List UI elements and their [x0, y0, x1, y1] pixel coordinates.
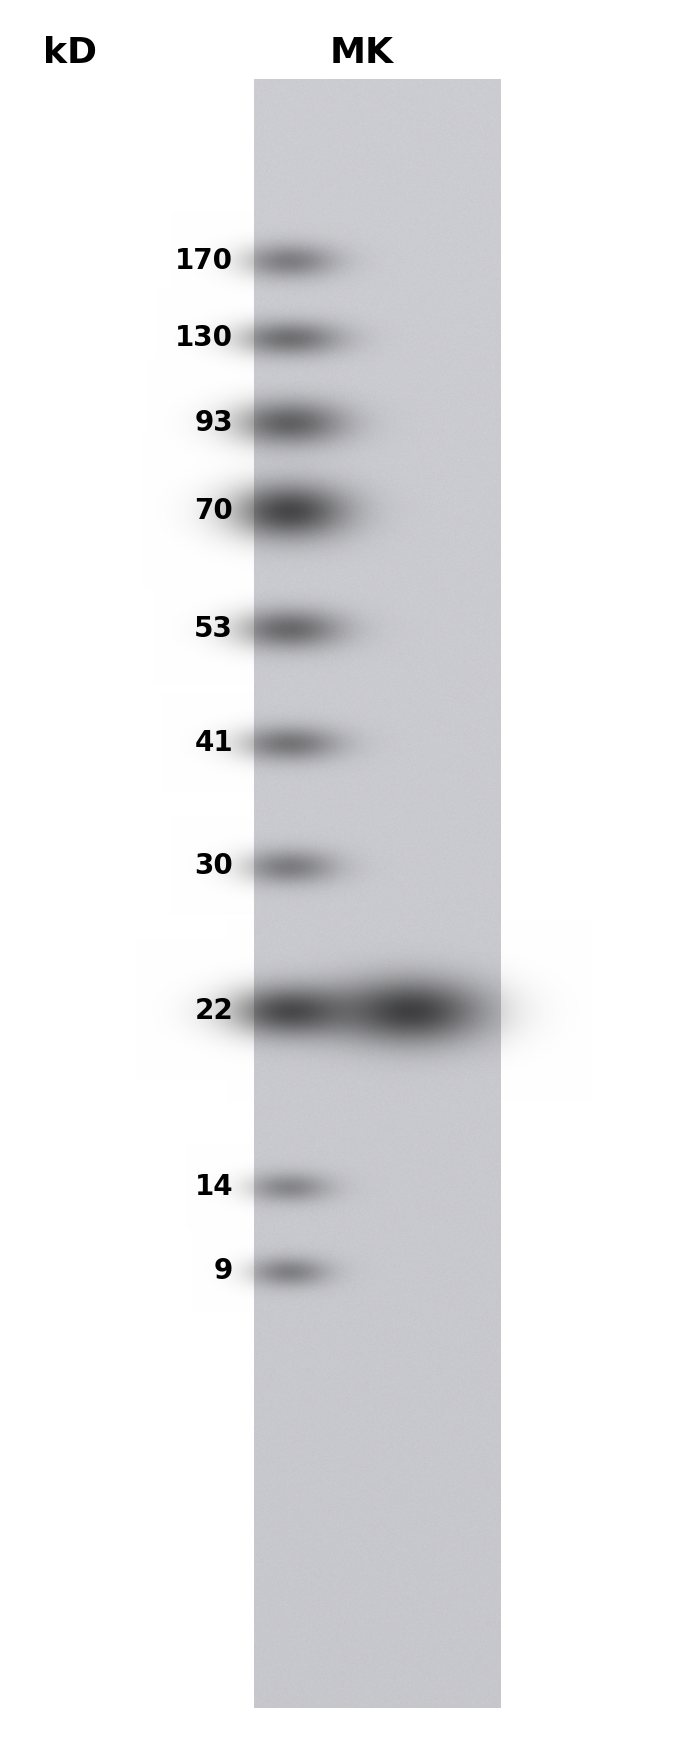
Text: 130: 130: [175, 324, 233, 352]
Text: 14: 14: [195, 1173, 233, 1201]
Text: 93: 93: [195, 409, 233, 437]
Text: 30: 30: [194, 852, 233, 880]
Text: 22: 22: [194, 997, 233, 1025]
Text: 9: 9: [214, 1257, 233, 1286]
Text: 70: 70: [194, 497, 233, 525]
Text: kD: kD: [42, 35, 97, 70]
Text: 170: 170: [175, 247, 233, 275]
Text: 53: 53: [194, 615, 233, 643]
Text: 41: 41: [195, 729, 233, 757]
Text: MK: MK: [330, 35, 394, 70]
